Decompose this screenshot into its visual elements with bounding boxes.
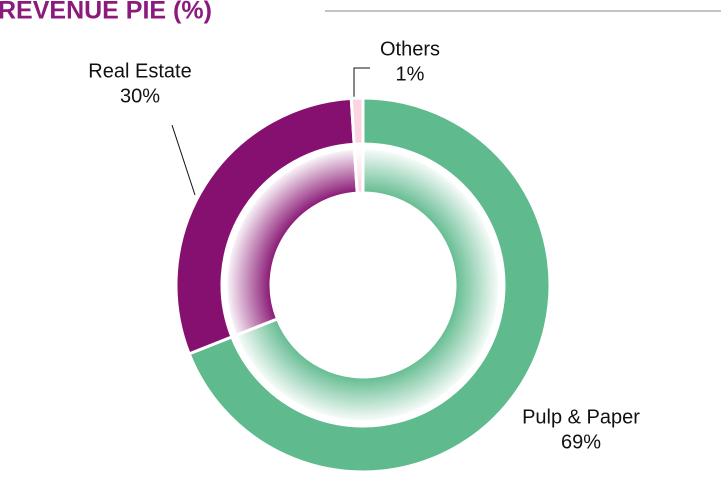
slice [349, 96, 365, 146]
slice-label: Others [380, 38, 440, 60]
slice-value-label: 1% [396, 63, 425, 85]
inner-slice [352, 146, 365, 195]
slice [187, 96, 552, 474]
slice-value-label: 30% [120, 85, 160, 107]
leader-line [171, 124, 196, 196]
slice-label: Real Estate [88, 60, 191, 82]
inner-slice [224, 146, 359, 338]
slice-label: Pulp & Paper [522, 406, 640, 428]
chart-title: REVENUE PIE (%) [0, 0, 212, 25]
leader-line [353, 67, 370, 100]
inner-slice [233, 146, 502, 424]
slice-value-label: 69% [561, 431, 601, 453]
